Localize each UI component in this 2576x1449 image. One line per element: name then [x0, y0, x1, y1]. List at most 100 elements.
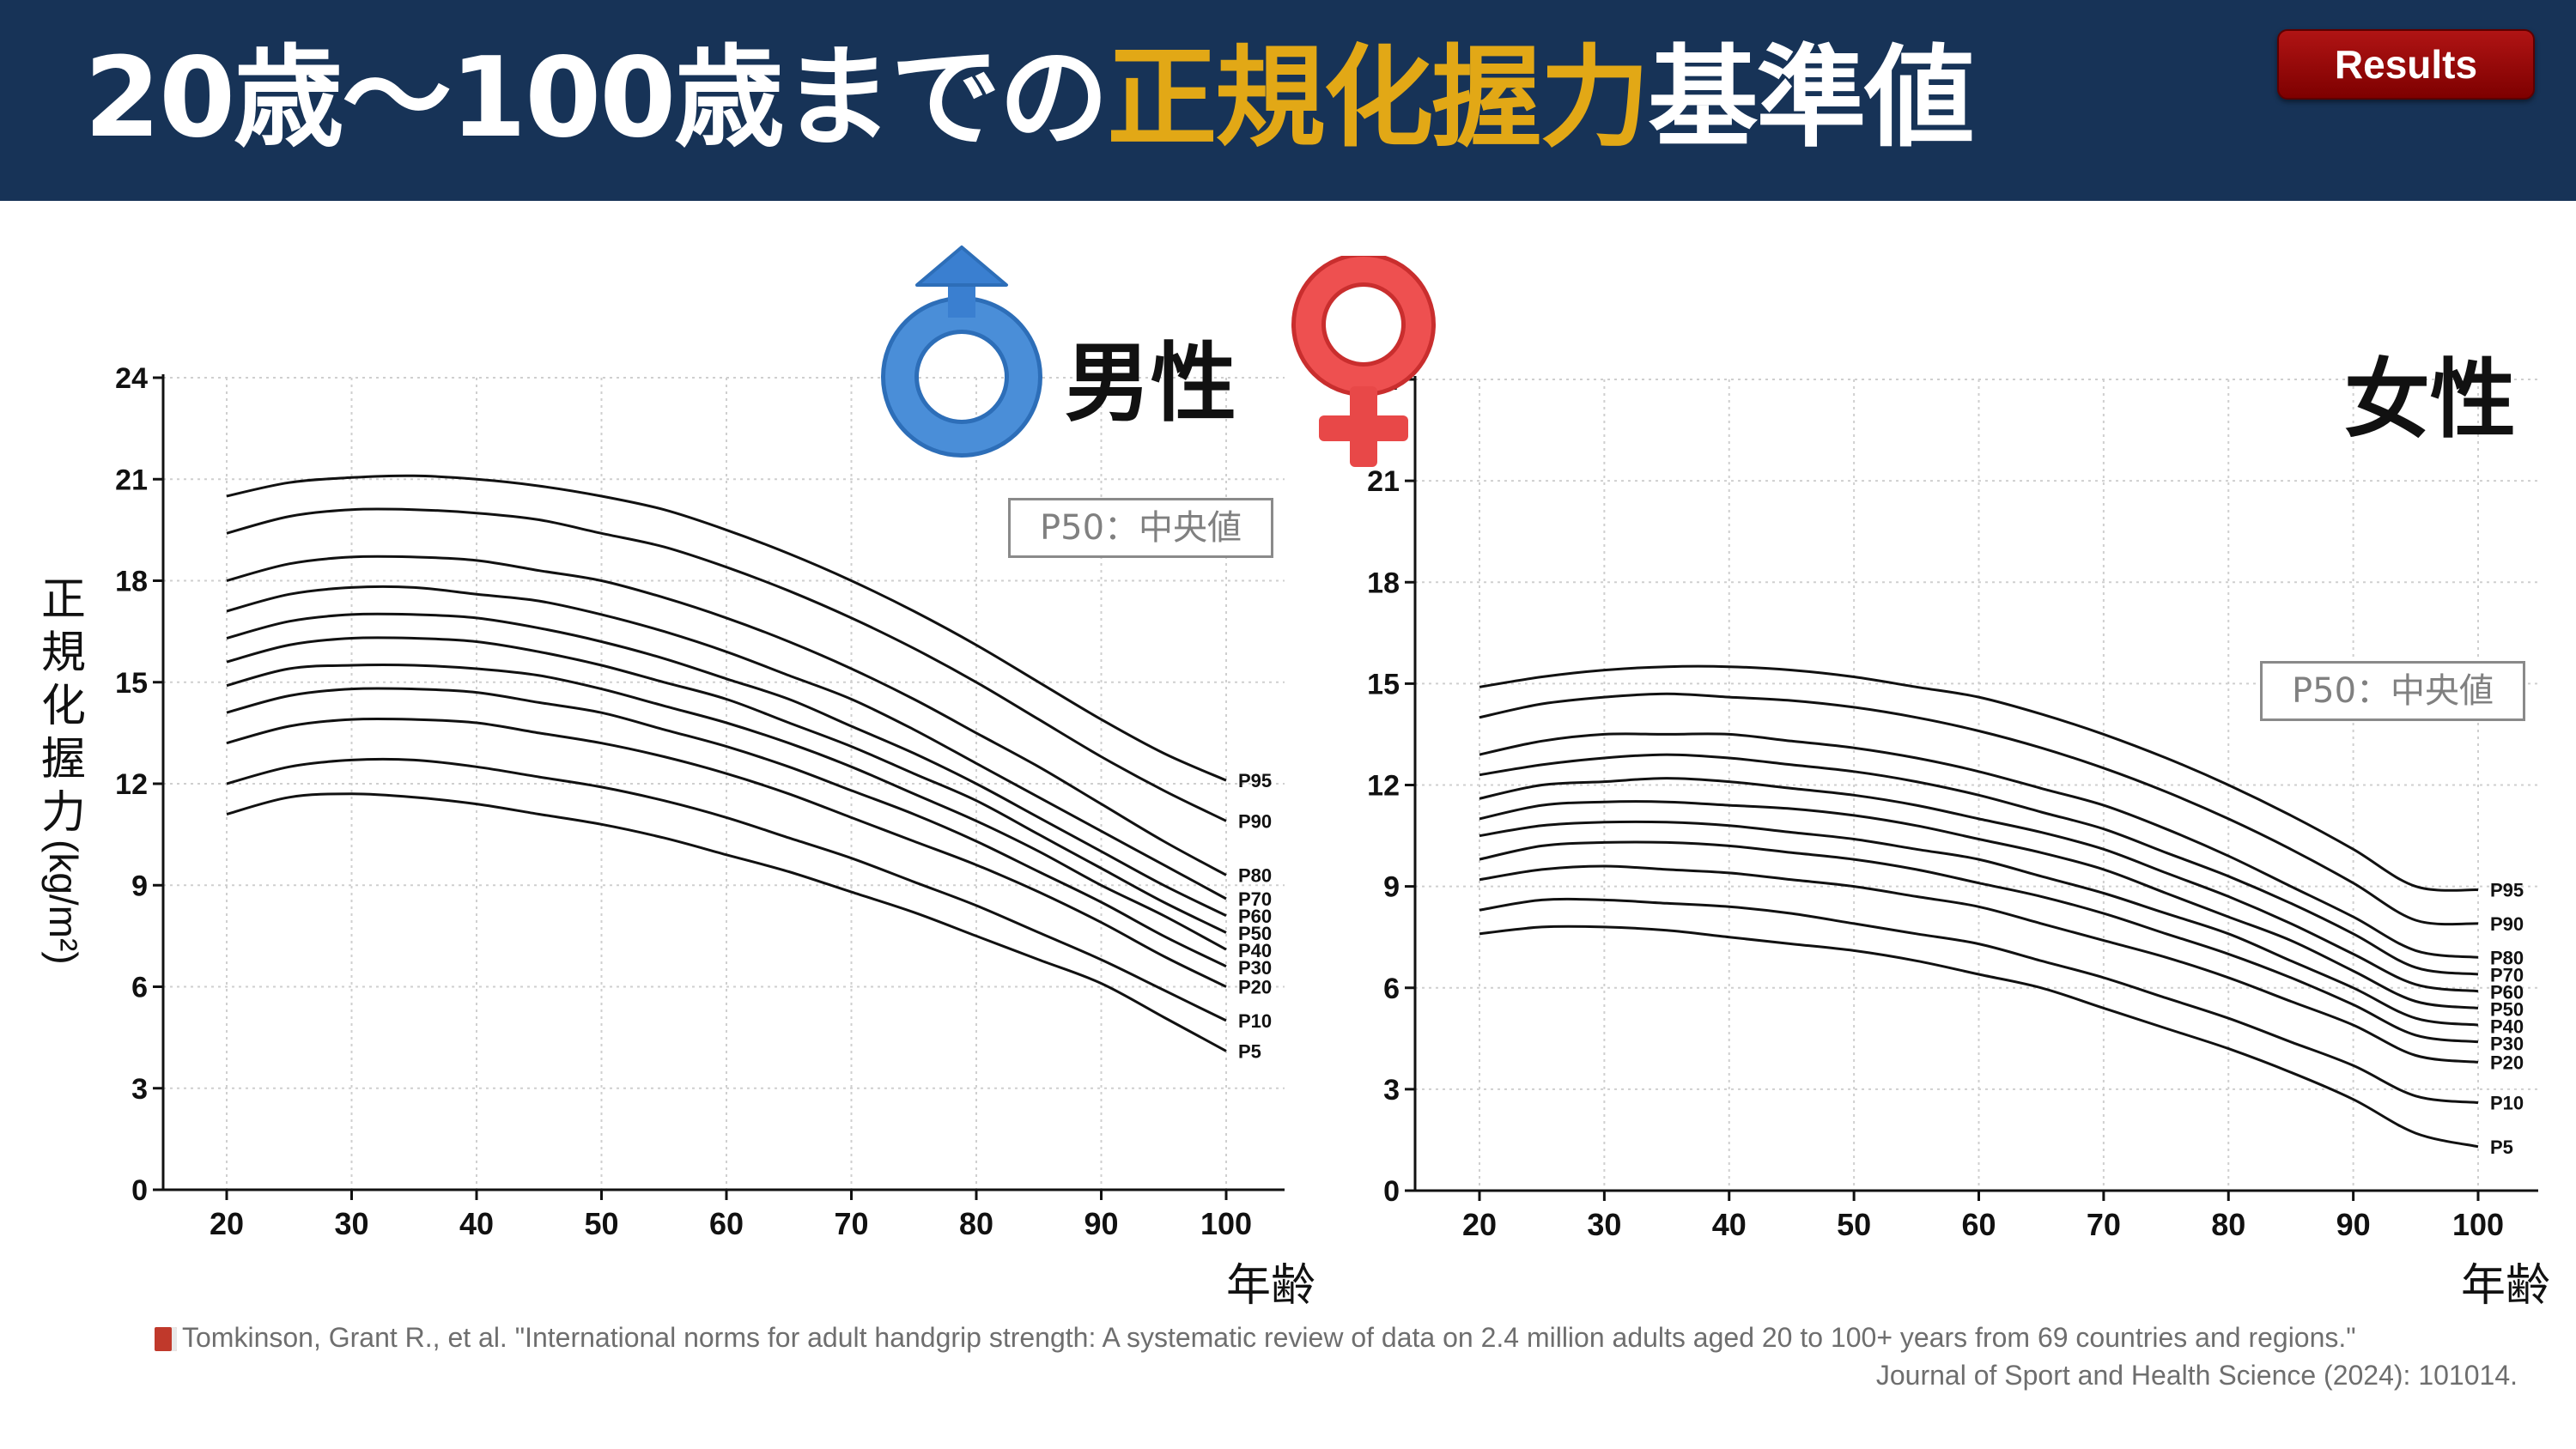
series-label-p40: P40	[2490, 1016, 2524, 1037]
x-tick-label: 50	[584, 1206, 618, 1241]
x-tick-label: 100	[1200, 1206, 1252, 1241]
y-tick-label: 15	[115, 667, 148, 700]
series-line-p70	[226, 585, 1227, 900]
series-label-p60: P60	[1238, 906, 1272, 927]
x-tick-label: 90	[1084, 1206, 1118, 1241]
series-line-p50	[226, 636, 1227, 934]
x-axis-label-female: 年齢	[2461, 1260, 2551, 1312]
series-label-p40: P40	[1238, 940, 1272, 961]
x-tick-label: 30	[334, 1206, 368, 1241]
y-tick-label: 3	[1383, 1074, 1400, 1106]
series-label-p10: P10	[2490, 1093, 2524, 1114]
series-line-p40	[226, 664, 1227, 951]
y-axis-unit: (kg/m²)	[41, 840, 86, 965]
y-tick-label: 0	[131, 1174, 148, 1207]
x-tick-label: 70	[2087, 1207, 2121, 1242]
x-tick-label: 60	[1961, 1207, 1996, 1242]
series-line-p60	[226, 612, 1227, 918]
series-label-p60: P60	[2490, 981, 2524, 1003]
title-part1: 20歳〜100歳までの	[84, 34, 1109, 162]
series-label-p90: P90	[1238, 810, 1272, 832]
series-label-p50: P50	[2490, 998, 2524, 1020]
series-label-p50: P50	[1238, 923, 1272, 944]
male-label: 男性	[1065, 333, 1236, 433]
y-tick-label: 21	[1367, 465, 1400, 498]
x-tick-label: 50	[1837, 1207, 1871, 1242]
y-tick-label: 18	[1367, 567, 1400, 599]
female-label: 女性	[2344, 349, 2516, 450]
page-title: 20歳〜100歳までの正規化握力基準値	[84, 34, 1974, 163]
series-line-p40	[1479, 820, 2479, 1027]
series-label-p95: P95	[2490, 880, 2524, 901]
y-axis-label-char: 正	[40, 574, 86, 626]
series-line-p5	[226, 792, 1227, 1052]
series-line-p20	[226, 717, 1227, 988]
x-tick-label: 80	[959, 1206, 993, 1241]
series-line-p80	[1479, 732, 2479, 959]
citation-line2: Journal of Sport and Health Science (202…	[1875, 1360, 2518, 1391]
series-label-p20: P20	[1238, 977, 1272, 998]
series-line-p90	[1479, 692, 2479, 926]
series-line-p10	[1479, 897, 2479, 1105]
y-tick-label: 21	[115, 464, 148, 496]
series-label-p95: P95	[1238, 770, 1272, 791]
title-highlight: 正規化握力	[1107, 34, 1649, 162]
y-tick-label: 9	[131, 870, 148, 902]
book-icon	[155, 1327, 177, 1351]
series-line-p5	[1479, 925, 2479, 1149]
series-label-p5: P5	[1238, 1040, 1261, 1062]
series-label-p30: P30	[1238, 957, 1272, 979]
female-symbol-icon	[1291, 256, 1436, 467]
series-line-p30	[1479, 840, 2479, 1044]
y-tick-label: 3	[131, 1073, 148, 1106]
series-label-p80: P80	[2490, 947, 2524, 968]
x-tick-label: 20	[210, 1206, 244, 1241]
x-tick-label: 100	[2452, 1207, 2504, 1242]
y-tick-label: 24	[115, 362, 148, 395]
x-tick-label: 40	[459, 1206, 494, 1241]
y-tick-label: 0	[1383, 1175, 1400, 1208]
series-label-p30: P30	[2490, 1033, 2524, 1054]
y-tick-label: 12	[115, 768, 148, 801]
results-badge: Results	[2277, 29, 2535, 100]
citation-line1: Tomkinson, Grant R., et al. "Internation…	[182, 1322, 2356, 1353]
p50-note-female: P50：中央値	[2260, 661, 2526, 721]
y-tick-label: 6	[1383, 973, 1400, 1005]
series-label-p70: P70	[2490, 964, 2524, 985]
series-label-p5: P5	[2490, 1137, 2513, 1158]
x-tick-label: 70	[834, 1206, 868, 1241]
series-line-p70	[1479, 753, 2479, 976]
y-axis-label-char: 力	[40, 787, 86, 839]
title-part2: 基準値	[1648, 34, 1974, 162]
series-label-p70: P70	[1238, 888, 1272, 910]
series-label-p90: P90	[2490, 913, 2524, 935]
series-line-p95	[1479, 664, 2479, 892]
y-axis-label-char: 握	[40, 734, 86, 785]
x-tick-label: 20	[1462, 1207, 1497, 1242]
header-banner	[0, 0, 2576, 201]
male-symbol-icon	[881, 246, 1042, 458]
y-tick-label: 15	[1367, 668, 1400, 700]
series-label-p80: P80	[1238, 864, 1272, 886]
citation: Tomkinson, Grant R., et al. "Internation…	[155, 1319, 2518, 1394]
y-axis-label-char: 化	[40, 681, 86, 732]
series-line-p30	[226, 687, 1227, 968]
y-tick-label: 12	[1367, 770, 1400, 803]
y-axis-label: 正 規 化 握 力 (kg/m²)	[38, 573, 89, 977]
x-tick-label: 60	[709, 1206, 744, 1241]
x-tick-label: 80	[2211, 1207, 2245, 1242]
series-line-p50	[1479, 800, 2479, 1009]
x-tick-label: 40	[1712, 1207, 1747, 1242]
chart-male: 0 3 6 9 12 15 18 21 24 20 30 40 50 60 70 80 90 100 P95 P90 P…	[115, 362, 1285, 1241]
x-axis-label-male: 年齢	[1226, 1260, 1316, 1312]
x-tick-label: 30	[1587, 1207, 1621, 1242]
series-line-p10	[226, 757, 1227, 1022]
series-label-p10: P10	[1238, 1010, 1272, 1032]
x-tick-label: 90	[2336, 1207, 2371, 1242]
series-label-p20: P20	[2490, 1052, 2524, 1073]
y-tick-label: 9	[1383, 871, 1400, 904]
series-line-p20	[1479, 864, 2479, 1064]
series-line-p95	[226, 474, 1227, 782]
